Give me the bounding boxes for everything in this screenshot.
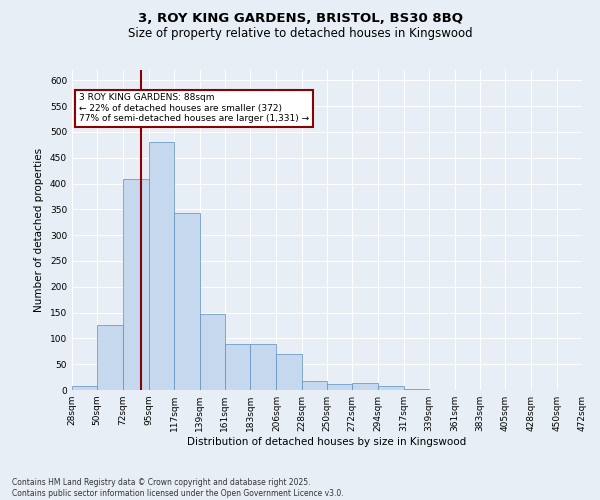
Bar <box>277 354 302 390</box>
Bar <box>174 214 199 390</box>
Bar <box>250 344 277 390</box>
Y-axis label: Number of detached properties: Number of detached properties <box>34 148 44 312</box>
X-axis label: Distribution of detached houses by size in Kingswood: Distribution of detached houses by size … <box>187 437 467 447</box>
Text: Size of property relative to detached houses in Kingswood: Size of property relative to detached ho… <box>128 28 472 40</box>
Bar <box>302 380 327 390</box>
Bar <box>199 314 225 390</box>
Text: Contains HM Land Registry data © Crown copyright and database right 2025.
Contai: Contains HM Land Registry data © Crown c… <box>12 478 344 498</box>
Text: 3, ROY KING GARDENS, BRISTOL, BS30 8BQ: 3, ROY KING GARDENS, BRISTOL, BS30 8BQ <box>137 12 463 26</box>
Bar <box>97 326 122 390</box>
Text: 3 ROY KING GARDENS: 88sqm
← 22% of detached houses are smaller (372)
77% of semi: 3 ROY KING GARDENS: 88sqm ← 22% of detac… <box>79 93 309 123</box>
Bar <box>352 384 377 390</box>
Bar <box>377 386 404 390</box>
Bar <box>327 384 352 390</box>
Bar <box>149 142 174 390</box>
Bar <box>72 386 97 390</box>
Bar <box>225 344 250 390</box>
Bar <box>122 180 149 390</box>
